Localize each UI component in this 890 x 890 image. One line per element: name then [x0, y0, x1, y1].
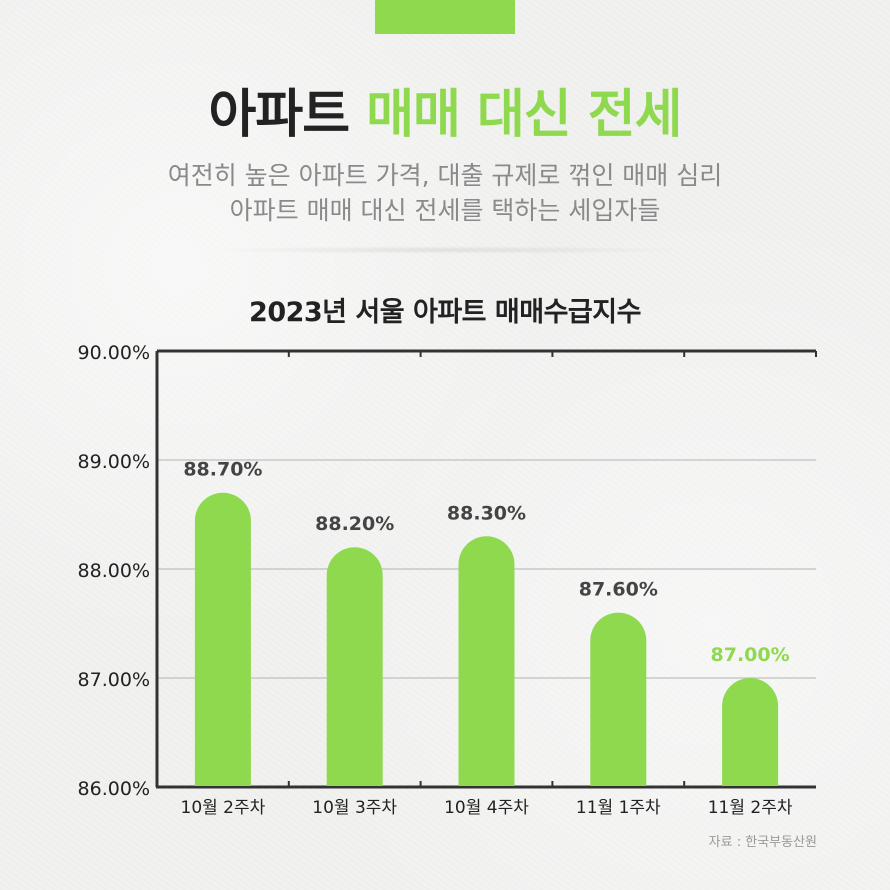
chart-title: 2023년 서울 아파트 매매수급지수 — [249, 297, 641, 328]
header-divider-shadow — [200, 246, 690, 254]
page-title: 아파트 매매 대신 전세 — [0, 72, 890, 147]
y-tick-label: 89.00% — [78, 451, 150, 473]
source-note: 자료 : 한국부동산원 — [708, 835, 817, 850]
value-label: 87.60% — [579, 579, 658, 601]
value-label: 87.00% — [711, 644, 790, 666]
title-part-dark: 아파트 — [208, 85, 351, 145]
subtitle: 여전히 높은 아파트 가격, 대출 규제로 꺾인 매매 심리 아파트 매매 대신… — [0, 158, 890, 228]
bar — [722, 678, 779, 786]
x-tick-label: 10월 2주차 — [181, 798, 266, 818]
x-tick-label: 10월 4주차 — [444, 798, 529, 818]
subtitle-line-1: 여전히 높은 아파트 가격, 대출 규제로 꺾인 매매 심리 — [167, 161, 723, 190]
x-tick-label: 11월 2주차 — [708, 798, 793, 818]
bar — [194, 492, 251, 786]
y-tick-label: 87.00% — [78, 669, 150, 691]
subtitle-line-2: 아파트 매매 대신 전세를 택하는 세입자들 — [229, 196, 661, 225]
y-tick-label: 90.00% — [78, 342, 150, 364]
y-tick-label: 86.00% — [78, 778, 150, 800]
bar — [326, 547, 383, 786]
x-tick-label: 11월 1주차 — [576, 798, 661, 818]
bar — [458, 536, 515, 786]
bar — [590, 612, 647, 786]
top-accent-tab — [375, 0, 515, 34]
x-tick-label: 10월 3주차 — [312, 798, 397, 818]
y-tick-label: 88.00% — [78, 560, 150, 582]
title-part-highlight: 매매 대신 전세 — [366, 85, 682, 145]
value-label: 88.30% — [447, 502, 526, 524]
value-label: 88.70% — [183, 459, 262, 481]
value-label: 88.20% — [315, 513, 394, 535]
